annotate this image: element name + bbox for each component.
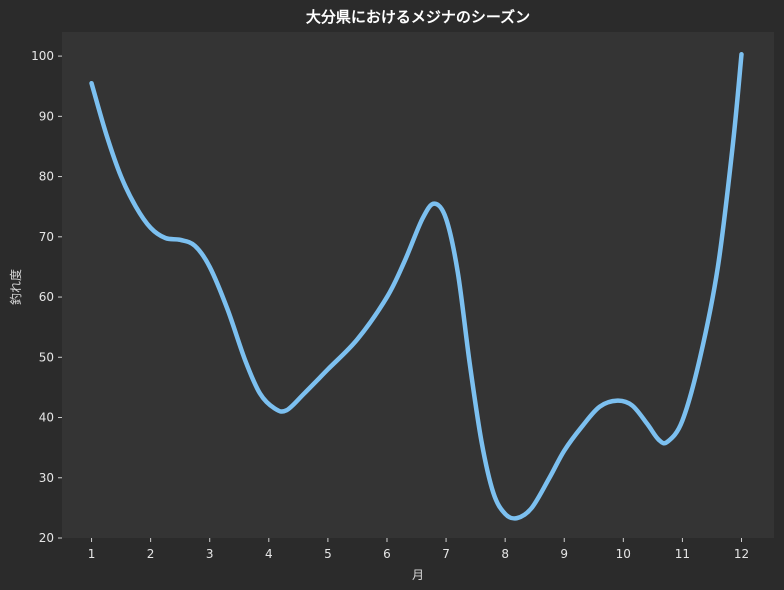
y-tick-label: 80 [39, 170, 54, 184]
x-tick-label: 2 [147, 547, 155, 561]
plot-area [62, 32, 774, 538]
x-tick-label: 8 [501, 547, 509, 561]
x-tick-label: 4 [265, 547, 273, 561]
y-tick-label: 30 [39, 471, 54, 485]
x-tick-label: 7 [442, 547, 450, 561]
x-tick-label: 3 [206, 547, 214, 561]
y-tick-label: 50 [39, 350, 54, 364]
x-tick-label: 9 [560, 547, 568, 561]
y-tick-label: 70 [39, 230, 54, 244]
x-tick-label: 1 [88, 547, 96, 561]
x-tick-label: 5 [324, 547, 332, 561]
x-axis-label: 月 [412, 568, 424, 582]
x-tick-label: 10 [616, 547, 631, 561]
y-axis-ticks: 20 30 40 50 60 70 80 90 100 [31, 49, 62, 545]
y-tick-label: 40 [39, 411, 54, 425]
series-layer [89, 52, 744, 521]
x-axis-ticks: 1 2 3 4 5 6 7 8 9 10 11 12 [88, 538, 749, 561]
y-tick-label: 100 [31, 49, 54, 63]
y-tick-label: 90 [39, 109, 54, 123]
y-tick-label: 20 [39, 531, 54, 545]
x-tick-label: 11 [675, 547, 690, 561]
x-tick-label: 12 [734, 547, 749, 561]
series-line [89, 52, 744, 521]
y-tick-label: 60 [39, 290, 54, 304]
x-tick-label: 6 [383, 547, 391, 561]
chart-title: 大分県におけるメジナのシーズン [306, 8, 530, 26]
y-axis-label: 釣れ度 [8, 269, 23, 305]
